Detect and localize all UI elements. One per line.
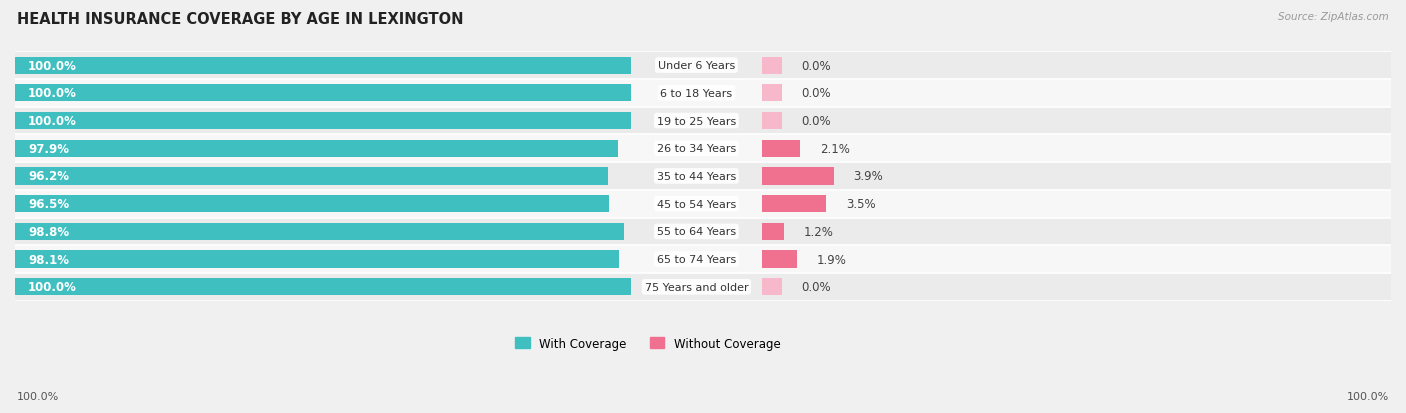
- Text: 97.9%: 97.9%: [28, 142, 69, 155]
- Text: Under 6 Years: Under 6 Years: [658, 61, 735, 71]
- Text: 2.1%: 2.1%: [820, 142, 851, 155]
- Text: 75 Years and older: 75 Years and older: [644, 282, 748, 292]
- Bar: [762, 168, 834, 185]
- Text: 35 to 44 Years: 35 to 44 Years: [657, 171, 737, 182]
- Bar: [15, 85, 631, 102]
- Text: 98.1%: 98.1%: [28, 253, 69, 266]
- Text: 96.2%: 96.2%: [28, 170, 69, 183]
- Bar: [15, 113, 631, 130]
- Bar: [15, 278, 631, 296]
- Legend: With Coverage, Without Coverage: With Coverage, Without Coverage: [516, 337, 780, 350]
- Text: Source: ZipAtlas.com: Source: ZipAtlas.com: [1278, 12, 1389, 22]
- Bar: [762, 85, 782, 102]
- Text: 1.9%: 1.9%: [817, 253, 846, 266]
- Bar: [15, 190, 1391, 218]
- Text: 0.0%: 0.0%: [801, 59, 831, 72]
- Text: 3.5%: 3.5%: [846, 198, 876, 211]
- Text: 45 to 54 Years: 45 to 54 Years: [657, 199, 737, 209]
- Bar: [15, 168, 607, 185]
- Text: 100.0%: 100.0%: [28, 59, 77, 72]
- Bar: [762, 140, 800, 157]
- Text: HEALTH INSURANCE COVERAGE BY AGE IN LEXINGTON: HEALTH INSURANCE COVERAGE BY AGE IN LEXI…: [17, 12, 464, 27]
- Bar: [762, 57, 782, 74]
- Bar: [15, 218, 1391, 246]
- Bar: [762, 278, 782, 296]
- Text: 100.0%: 100.0%: [28, 87, 77, 100]
- Bar: [15, 196, 609, 213]
- Bar: [15, 80, 1391, 107]
- Bar: [15, 251, 619, 268]
- Text: 96.5%: 96.5%: [28, 198, 69, 211]
- Text: 0.0%: 0.0%: [801, 280, 831, 294]
- Text: 100.0%: 100.0%: [28, 280, 77, 294]
- Bar: [15, 52, 1391, 80]
- Text: 65 to 74 Years: 65 to 74 Years: [657, 254, 737, 264]
- Text: 3.9%: 3.9%: [853, 170, 883, 183]
- Bar: [15, 135, 1391, 163]
- Text: 6 to 18 Years: 6 to 18 Years: [661, 89, 733, 99]
- Text: 55 to 64 Years: 55 to 64 Years: [657, 227, 735, 237]
- Bar: [15, 140, 619, 157]
- Bar: [762, 113, 782, 130]
- Bar: [15, 57, 631, 74]
- Text: 100.0%: 100.0%: [1347, 391, 1389, 401]
- Text: 1.2%: 1.2%: [804, 225, 834, 238]
- Text: 100.0%: 100.0%: [28, 115, 77, 128]
- Text: 26 to 34 Years: 26 to 34 Years: [657, 144, 737, 154]
- Text: 19 to 25 Years: 19 to 25 Years: [657, 116, 737, 126]
- Text: 98.8%: 98.8%: [28, 225, 69, 238]
- Text: 0.0%: 0.0%: [801, 87, 831, 100]
- Bar: [762, 223, 785, 240]
- Bar: [15, 223, 623, 240]
- Bar: [762, 196, 827, 213]
- Text: 0.0%: 0.0%: [801, 115, 831, 128]
- Bar: [762, 251, 797, 268]
- Bar: [15, 163, 1391, 190]
- Text: 100.0%: 100.0%: [17, 391, 59, 401]
- Bar: [15, 107, 1391, 135]
- Bar: [15, 246, 1391, 273]
- Bar: [15, 273, 1391, 301]
